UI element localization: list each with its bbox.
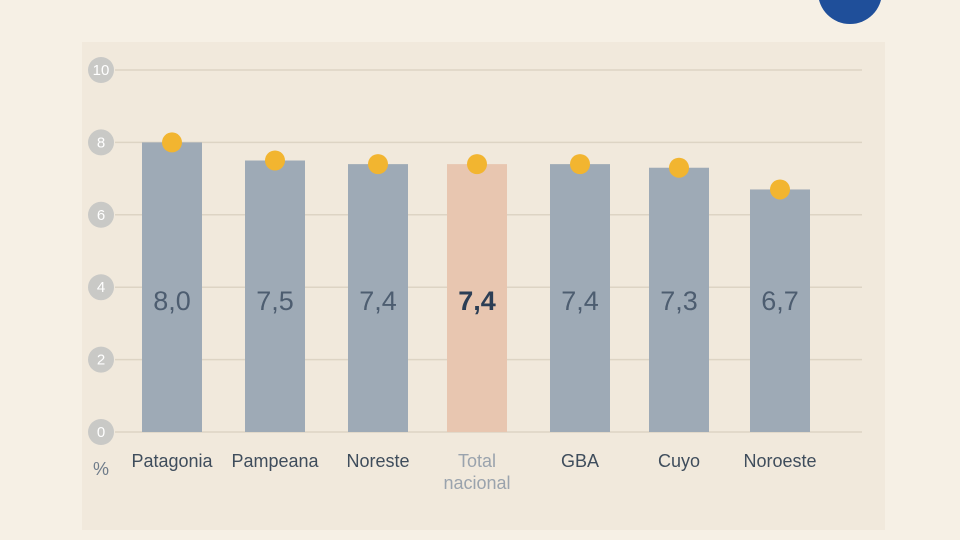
y-tick-label: 6	[97, 207, 105, 224]
x-tick-label: Pampeana	[231, 451, 319, 471]
x-tick-label: Noreste	[346, 451, 410, 471]
bar-marker	[669, 157, 689, 178]
value-label: 7,5	[256, 286, 294, 316]
bar	[447, 164, 507, 432]
tick-badge	[88, 419, 114, 445]
bar	[550, 164, 610, 432]
y-tick-label: 10	[93, 62, 110, 79]
bar	[142, 142, 202, 432]
y-tick-label: 2	[97, 352, 105, 369]
x-tick-label: Noroeste	[743, 451, 817, 471]
value-label: 7,4	[561, 286, 599, 316]
value-label: 7,4	[359, 286, 397, 316]
bar-marker	[570, 154, 590, 175]
value-label: 7,4	[458, 286, 496, 316]
value-label: 7,3	[660, 286, 698, 316]
y-tick-label: 4	[97, 279, 105, 296]
tick-badge	[88, 346, 114, 373]
value-label: 8,0	[153, 286, 191, 316]
logo	[819, 0, 881, 24]
x-tick-label: Total nacional	[443, 451, 511, 493]
tick-badge	[88, 57, 114, 83]
bar	[750, 189, 810, 432]
bar	[649, 167, 709, 433]
y-axis-label: %	[93, 459, 109, 479]
tick-badge	[88, 274, 114, 301]
tick-badge	[88, 201, 114, 228]
x-tick-label: GBA	[560, 451, 599, 471]
x-tick-label: Patagonia	[131, 451, 213, 471]
y-tick-label: 0	[97, 424, 105, 441]
bar-marker	[770, 179, 790, 200]
bar-marker	[368, 154, 388, 175]
tick-badge	[88, 129, 114, 156]
bar	[245, 160, 305, 432]
bar-marker	[467, 154, 487, 175]
bar-marker	[265, 150, 285, 171]
x-tick-label: Cuyo	[657, 451, 701, 471]
bar	[348, 164, 408, 432]
bar-marker	[162, 132, 182, 153]
y-tick-label: 8	[97, 134, 105, 151]
value-label: 6,7	[761, 286, 799, 316]
